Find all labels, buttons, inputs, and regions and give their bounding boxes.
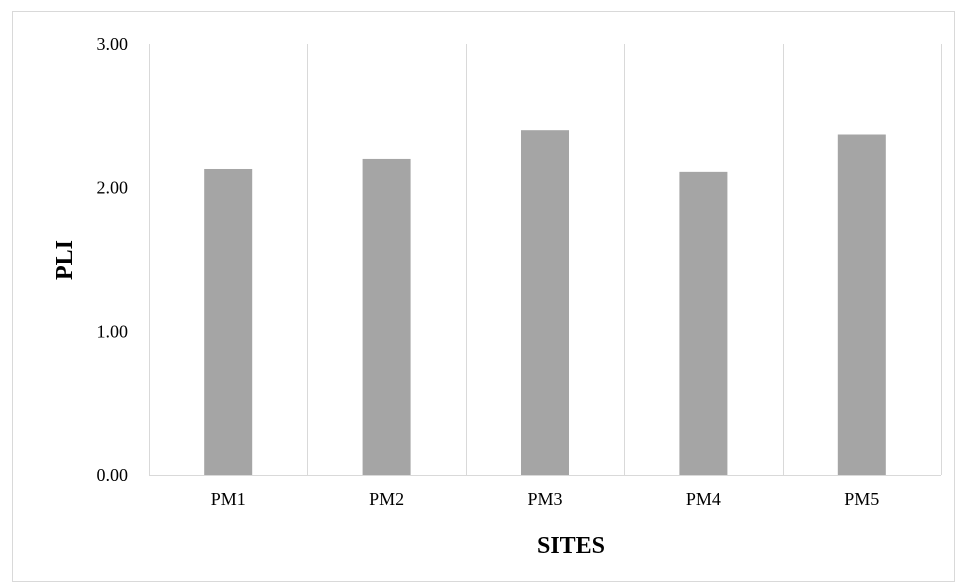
x-tick-label: PM5 xyxy=(844,489,879,509)
chart-frame xyxy=(12,11,955,582)
bar-pm2 xyxy=(362,158,411,475)
bar-layer xyxy=(204,130,886,476)
y-axis-title: PLI xyxy=(52,240,78,280)
y-tick-label: 1.00 xyxy=(97,321,129,341)
y-tick-label: 0.00 xyxy=(97,465,129,485)
y-tick-label: 2.00 xyxy=(97,178,129,198)
x-axis-ticks: PM1 PM2 PM3 PM4 PM5 xyxy=(211,489,880,509)
bar-pm4 xyxy=(679,171,728,475)
x-tick-label: PM3 xyxy=(527,489,562,509)
bar-pm5 xyxy=(837,134,886,475)
x-tick-label: PM4 xyxy=(686,489,721,509)
bar-pm1 xyxy=(204,168,253,476)
x-tick-label: PM1 xyxy=(211,489,246,509)
y-axis-ticks: 0.00 1.00 2.00 3.00 xyxy=(97,34,129,485)
bar-pm3 xyxy=(521,130,569,475)
grid-layer xyxy=(149,44,942,476)
x-tick-label: PM2 xyxy=(369,489,404,509)
x-axis-title: SITES xyxy=(537,533,605,559)
y-tick-label: 3.00 xyxy=(97,34,129,54)
